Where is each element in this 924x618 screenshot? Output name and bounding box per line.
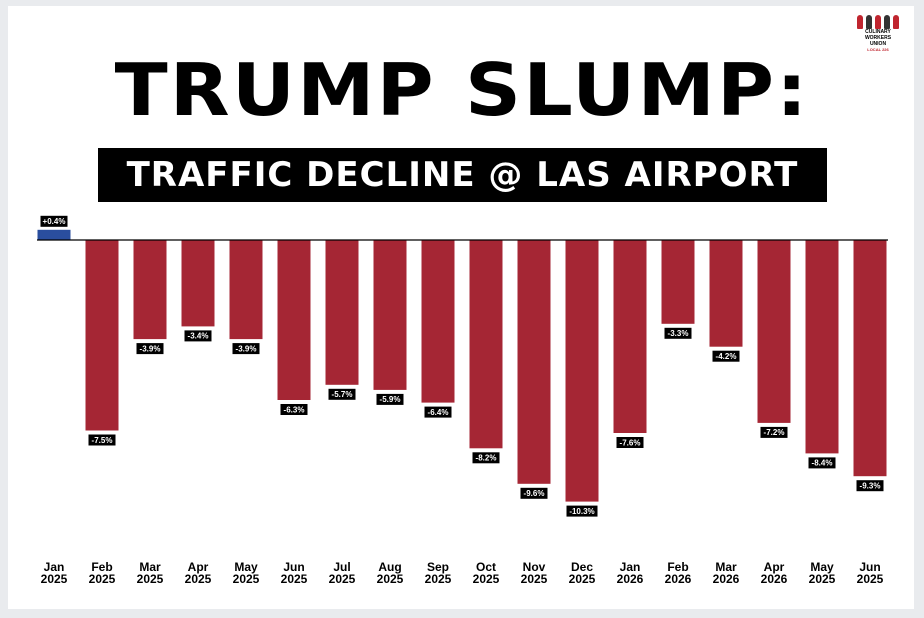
x-tick-label-year: 2025 xyxy=(89,572,116,586)
bar xyxy=(517,240,551,484)
data-label: -7.5% xyxy=(92,436,113,445)
x-tick-label-month: Dec xyxy=(571,560,593,574)
x-tick-label-month: Jan xyxy=(620,560,641,574)
data-label-bg xyxy=(760,426,788,438)
x-tick-label-year: 2026 xyxy=(761,572,788,586)
data-label-bg xyxy=(280,404,308,415)
x-tick-label-year: 2025 xyxy=(233,572,260,586)
x-tick-label-month: Jun xyxy=(859,560,880,574)
data-label-bg xyxy=(616,437,644,448)
x-tick-label-year: 2026 xyxy=(713,572,740,586)
logo-text-line1: CULINARY xyxy=(865,29,891,35)
union-logo: CULINARY WORKERS UNION LOCAL 226 xyxy=(857,15,899,63)
x-tick-label-month: Aug xyxy=(378,560,401,574)
x-tick-label-year: 2025 xyxy=(857,572,884,586)
bar xyxy=(277,240,311,400)
data-label-bg xyxy=(566,505,598,517)
bar xyxy=(229,240,263,340)
x-tick-label-month: Apr xyxy=(764,560,785,574)
x-tick-label-year: 2026 xyxy=(617,572,644,586)
chart-subtitle: TRAFFIC DECLINE @ LAS AIRPORT xyxy=(98,148,827,202)
data-label: -3.9% xyxy=(236,344,257,353)
logo-text-line2: WORKERS UNION xyxy=(864,35,892,47)
logo-figures xyxy=(857,15,899,29)
x-tick-label-year: 2025 xyxy=(425,572,452,586)
x-tick-label-year: 2025 xyxy=(41,572,68,586)
bar xyxy=(85,240,119,431)
data-label-bg xyxy=(424,406,452,418)
x-tick-label-year: 2025 xyxy=(521,572,548,586)
data-label: -4.2% xyxy=(716,352,737,361)
x-tick-label-month: Feb xyxy=(667,560,688,574)
data-label-bg xyxy=(856,480,884,492)
data-label-bg xyxy=(136,343,164,355)
data-label: -9.6% xyxy=(524,489,545,498)
bar xyxy=(325,240,359,385)
data-label-bg xyxy=(232,343,260,355)
data-label: -8.2% xyxy=(476,454,497,463)
x-tick-label-month: Feb xyxy=(91,560,112,574)
data-label-bg xyxy=(328,388,356,400)
x-tick-label-year: 2025 xyxy=(473,572,500,586)
bar xyxy=(757,240,791,423)
data-label-bg xyxy=(40,215,68,227)
data-label: -3.4% xyxy=(188,332,209,341)
data-label-bg xyxy=(88,434,116,446)
x-tick-label-month: May xyxy=(234,560,258,574)
data-label: +0.4% xyxy=(43,217,66,226)
bar xyxy=(613,240,647,433)
x-tick-label-year: 2026 xyxy=(665,572,692,586)
bar xyxy=(421,240,455,403)
data-label-bg xyxy=(520,487,548,499)
bar xyxy=(853,240,887,477)
x-tick-label-month: Sep xyxy=(427,560,449,574)
x-tick-label-year: 2025 xyxy=(809,572,836,586)
bar xyxy=(805,240,839,454)
data-label-bg xyxy=(184,330,212,342)
data-label-bg xyxy=(808,457,836,469)
bar xyxy=(133,240,167,340)
data-label-bg xyxy=(712,350,740,362)
bar xyxy=(373,240,407,390)
bar xyxy=(709,240,743,347)
x-tick-label-year: 2025 xyxy=(281,572,308,586)
data-label: -7.2% xyxy=(764,428,785,437)
logo-text-line3: LOCAL 226 xyxy=(867,47,889,52)
data-label: -6.3% xyxy=(284,405,305,414)
data-label: -3.3% xyxy=(668,329,689,338)
x-tick-label-year: 2025 xyxy=(329,572,356,586)
data-label-bg xyxy=(664,327,692,339)
bar xyxy=(565,240,599,502)
x-tick-label-year: 2025 xyxy=(377,572,404,586)
x-tick-label-month: Oct xyxy=(476,560,496,574)
x-tick-label-year: 2025 xyxy=(137,572,164,586)
bar xyxy=(469,240,503,449)
x-tick-label-month: May xyxy=(810,560,834,574)
data-label: -8.4% xyxy=(812,459,833,468)
x-tick-label-month: Jan xyxy=(44,560,65,574)
x-tick-label-year: 2025 xyxy=(569,572,596,586)
x-tick-label-year: 2025 xyxy=(185,572,212,586)
bar xyxy=(181,240,215,327)
page-title: TRUMP SLUMP: xyxy=(114,48,810,132)
data-label: -6.4% xyxy=(428,408,449,417)
data-label-bg xyxy=(376,393,404,405)
bar xyxy=(37,229,71,240)
x-tick-label-month: Nov xyxy=(523,560,546,574)
x-tick-label-month: Jun xyxy=(283,560,304,574)
data-label: -3.9% xyxy=(140,344,161,353)
x-tick-label-month: Jul xyxy=(333,560,350,574)
x-tick-label-month: Mar xyxy=(139,560,161,574)
data-label: -5.9% xyxy=(380,395,401,404)
data-label: -9.3% xyxy=(860,482,881,491)
x-tick-label-month: Apr xyxy=(188,560,209,574)
data-label: -7.6% xyxy=(620,438,641,447)
data-label: -5.7% xyxy=(332,390,353,399)
bar xyxy=(661,240,695,324)
data-label: -10.3% xyxy=(569,507,594,516)
data-label-bg xyxy=(472,452,500,464)
x-tick-label-month: Mar xyxy=(715,560,737,574)
